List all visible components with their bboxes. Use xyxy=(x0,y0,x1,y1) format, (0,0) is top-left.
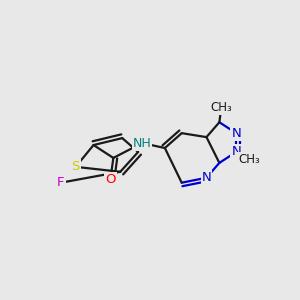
Text: CH₃: CH₃ xyxy=(238,153,260,167)
Text: F: F xyxy=(57,176,64,189)
Text: N: N xyxy=(231,127,241,140)
Text: S: S xyxy=(71,160,80,173)
Text: N: N xyxy=(231,146,241,158)
Text: N: N xyxy=(202,171,211,184)
Text: CH₃: CH₃ xyxy=(211,101,232,114)
Text: O: O xyxy=(105,173,116,186)
Text: NH: NH xyxy=(133,136,152,150)
